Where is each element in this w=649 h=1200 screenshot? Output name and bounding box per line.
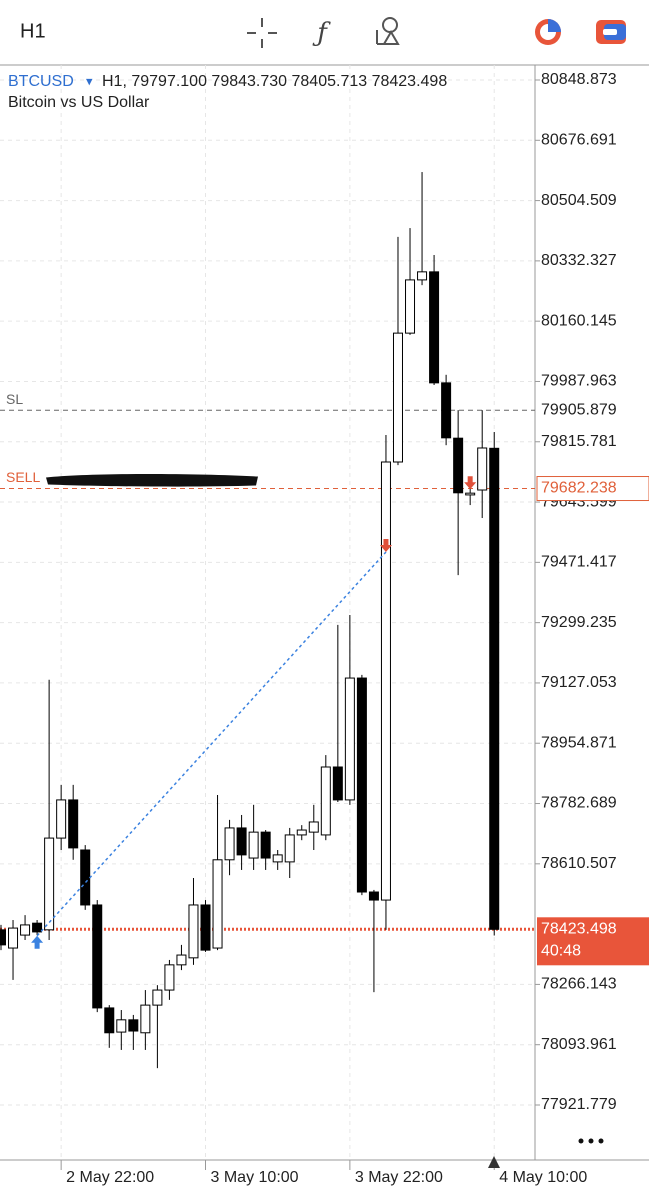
candle-body — [356, 677, 367, 893]
chat-icon[interactable] — [596, 20, 626, 44]
chart-title: Bitcoin vs US Dollar — [8, 94, 150, 111]
candle-body — [236, 827, 247, 856]
level-label: SL — [6, 391, 23, 407]
y-tick-label: 77921.779 — [541, 1096, 617, 1113]
candle-body — [417, 271, 428, 281]
y-tick-label: 79987.963 — [541, 373, 617, 390]
y-tick-label: 79299.235 — [541, 614, 617, 631]
candle-body — [128, 1019, 139, 1032]
indicator-icon[interactable]: ƒ — [312, 18, 331, 48]
symbol[interactable]: BTCUSD — [8, 73, 74, 90]
crosshair-icon[interactable] — [247, 18, 277, 48]
y-tick-label: 78954.871 — [541, 734, 617, 751]
candle-body — [296, 829, 307, 836]
candle-body — [20, 924, 31, 936]
x-tick-label: 3 May 22:00 — [355, 1169, 443, 1186]
current-price-label: 78423.498 — [541, 921, 617, 938]
y-tick-label: 78093.961 — [541, 1036, 617, 1053]
candle-body — [248, 831, 259, 859]
candle-body — [489, 447, 500, 930]
candle-body — [116, 1019, 127, 1033]
level-label: SELL — [6, 469, 40, 485]
timer-label: 40:48 — [541, 943, 581, 960]
candle-body — [164, 964, 175, 991]
axes: 80848.873 80676.691 80504.509 80332.327 8016… — [60, 71, 649, 1186]
timeframe[interactable]: H1 — [20, 20, 46, 42]
candle-body — [453, 437, 464, 494]
candle-body — [405, 279, 416, 334]
candle-body — [140, 1004, 151, 1034]
candle-body — [272, 854, 283, 863]
ohlc-info: H1, 79797.100 79843.730 78405.713 78423.… — [102, 73, 447, 90]
candle-body — [284, 834, 295, 863]
y-tick-label: 79471.417 — [541, 554, 617, 571]
symbol-menu[interactable]: ▾ — [86, 73, 93, 88]
candle-body — [8, 927, 19, 949]
y-tick-label: 80332.327 — [541, 252, 617, 269]
objects-icon[interactable] — [376, 17, 400, 45]
y-tick-label: 78782.689 — [541, 795, 617, 812]
more-menu[interactable] — [578, 1138, 604, 1144]
candle-body — [392, 332, 403, 463]
y-tick-label: 80160.145 — [541, 312, 617, 329]
x-tick-label: 4 May 10:00 — [499, 1169, 587, 1186]
candle-body — [344, 677, 355, 801]
y-tick-label: 78610.507 — [541, 855, 617, 872]
sell-arrow — [464, 476, 477, 490]
candle-body — [44, 837, 55, 931]
candle-body — [212, 859, 223, 949]
level-price-label: 79905.879 — [541, 401, 617, 418]
y-tick-label: 79127.053 — [541, 674, 617, 691]
candle-body — [176, 954, 187, 966]
candle-body — [224, 827, 235, 861]
candle-body — [80, 849, 91, 906]
trade-marks — [31, 476, 477, 949]
level-price-box — [536, 476, 649, 502]
candle-body — [68, 799, 79, 849]
candle-body — [92, 904, 103, 1009]
current-price-box — [537, 917, 649, 966]
candle-body — [260, 831, 271, 859]
level-price-label: 79682.238 — [541, 480, 617, 497]
candle-body — [368, 891, 379, 901]
y-tick-label: 79815.781 — [541, 433, 617, 450]
grid — [0, 65, 535, 1160]
candle-body — [200, 904, 211, 951]
sell-arrow — [379, 538, 392, 552]
candle-body — [477, 447, 488, 491]
y-tick-label: 78266.143 — [541, 976, 617, 993]
candle-body — [380, 461, 391, 901]
candle-body — [104, 1007, 115, 1034]
levels: SL SELL — [0, 391, 535, 931]
current-bar-marker — [488, 1156, 500, 1168]
candle-body — [56, 799, 67, 839]
candle-body — [441, 382, 452, 439]
candle-body — [0, 929, 6, 946]
trade-icon[interactable] — [535, 19, 561, 45]
candle-body — [32, 922, 43, 933]
candle-body — [152, 989, 163, 1006]
buy-arrow — [31, 935, 44, 949]
candle-body — [320, 766, 331, 836]
y-tick-label: 80676.691 — [541, 132, 617, 149]
y-tick-label: 80504.509 — [541, 192, 617, 209]
redaction-scribble — [46, 474, 258, 487]
candle-body — [465, 492, 476, 496]
candle-body — [332, 766, 343, 801]
candle-body — [429, 271, 440, 384]
x-tick-label: 3 May 10:00 — [211, 1169, 299, 1186]
y-tick-label: 80848.873 — [541, 71, 617, 88]
candles — [0, 172, 500, 1069]
candle-body — [308, 821, 319, 833]
trade-link — [36, 551, 387, 937]
candle-body — [188, 904, 199, 959]
x-tick-label: 2 May 22:00 — [66, 1169, 154, 1186]
